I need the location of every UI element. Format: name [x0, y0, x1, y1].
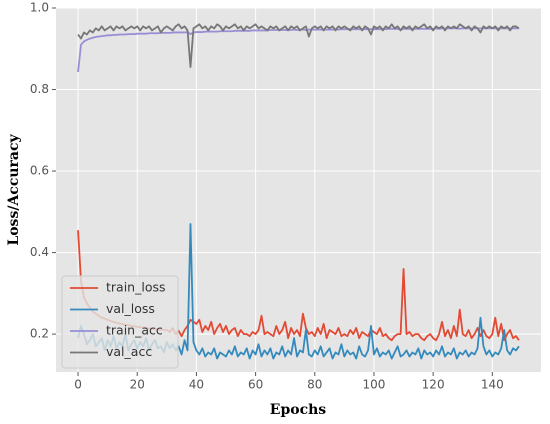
- x-tick-label: 100: [363, 378, 386, 392]
- legend-label: val_acc: [106, 344, 152, 359]
- legend-box: [61, 275, 179, 369]
- y-axis-title: Loss/Accuracy: [6, 134, 22, 246]
- legend-label: val_loss: [106, 301, 155, 316]
- y-tick-label: 0.6: [30, 164, 49, 178]
- x-tick-label: 40: [189, 378, 204, 392]
- x-tick-label: 60: [248, 378, 263, 392]
- y-tick-label: 0.4: [30, 245, 49, 259]
- x-tick-label: 140: [481, 378, 504, 392]
- y-tick-label: 1.0: [30, 1, 49, 15]
- legend-label: train_loss: [106, 280, 166, 295]
- x-tick-label: 120: [422, 378, 445, 392]
- x-tick-label: 0: [74, 378, 82, 392]
- series-line: [77, 23, 520, 68]
- x-tick-label: 20: [130, 378, 145, 392]
- y-tick-label: 0.2: [30, 327, 49, 341]
- x-tick-label: 80: [307, 378, 322, 392]
- y-tick-label: 0.8: [30, 82, 49, 96]
- legend-label: train_acc: [106, 323, 163, 338]
- x-axis-title: Epochs: [270, 402, 327, 418]
